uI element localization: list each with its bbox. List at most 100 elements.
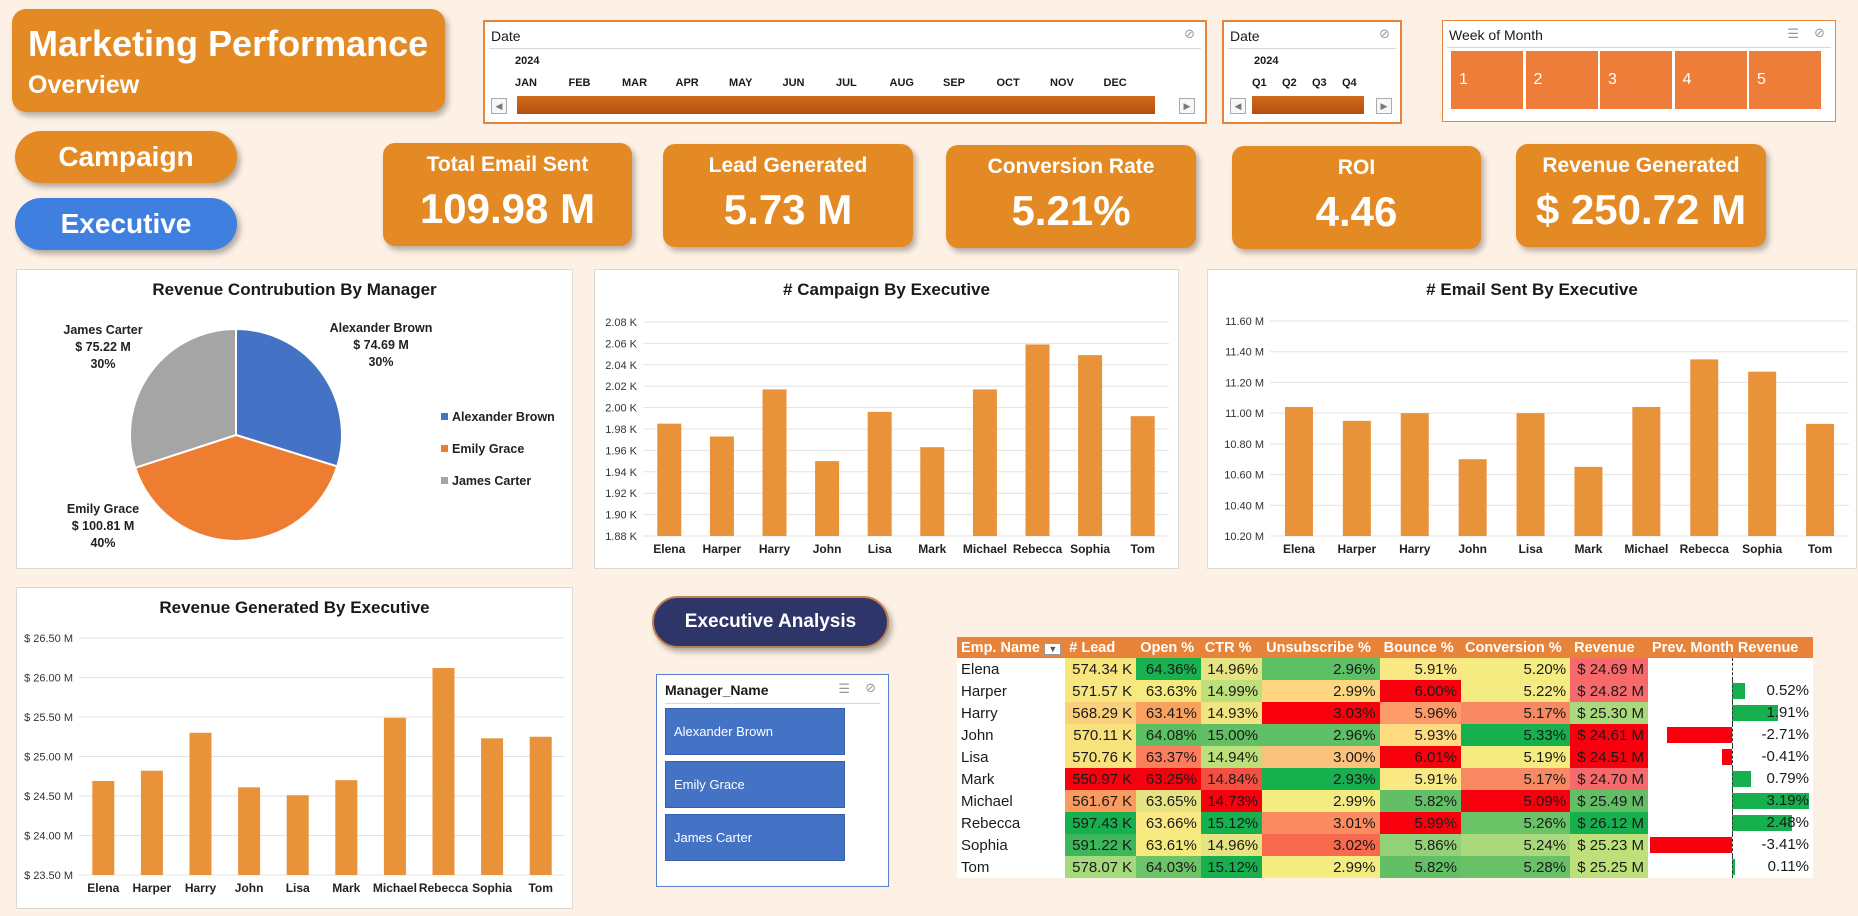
timeline-period[interactable]: Q3 xyxy=(1312,77,1327,89)
kpi-revenue-generated: Revenue Generated $ 250.72 M xyxy=(1516,144,1766,247)
axis-line xyxy=(1732,768,1733,790)
bar xyxy=(335,780,358,875)
metric-cell: $ 24.82 M xyxy=(1570,680,1648,702)
campaign-button[interactable]: Campaign xyxy=(15,131,237,183)
manager-item[interactable]: Alexander Brown xyxy=(665,708,845,755)
pie-data-label: Alexander Brown xyxy=(330,321,433,335)
timeline-period[interactable]: MAY xyxy=(729,77,753,89)
prev-month-revenue-cell: 2.48% xyxy=(1648,812,1813,834)
week-item[interactable]: 1 xyxy=(1451,51,1523,109)
table-row: Harry 568.29 K 63.41% 14.93% 3.03% 5.96% 5.17%… xyxy=(957,702,1813,724)
timeline-period[interactable]: OCT xyxy=(996,77,1020,89)
timeline-period[interactable]: SEP xyxy=(943,77,966,89)
metric-cell: 63.37% xyxy=(1136,746,1201,768)
bar xyxy=(140,770,163,875)
prev-month-revenue-cell: 0.52% xyxy=(1648,680,1813,702)
date-timeline-quarter[interactable]: Date ⊘ 2024 Q1 Q2 Q3 Q4 ◀ ▶ xyxy=(1222,20,1402,124)
week-item[interactable]: 5 xyxy=(1749,51,1821,109)
change-bar xyxy=(1732,771,1751,787)
bar xyxy=(1458,459,1487,536)
y-tick-label: 1.88 K xyxy=(605,531,637,543)
metric-cell: 14.84% xyxy=(1200,768,1263,790)
bar xyxy=(1632,407,1661,536)
metric-cell: 568.29 K xyxy=(1065,702,1137,724)
email-sent-by-executive-chart: 10.20 M 10.40 M 10.60 M 10.80 M 11.00 M 11.20… xyxy=(1224,316,1849,556)
emp-name-cell: Tom xyxy=(957,856,1066,878)
prev-month-revenue-cell: 1.91% xyxy=(1648,702,1813,724)
week-item[interactable]: 4 xyxy=(1674,51,1747,109)
table-row: Sophia 591.22 K 63.61% 14.96% 3.02% 5.86% 5.24… xyxy=(957,834,1813,856)
table-header: Open % xyxy=(1136,637,1201,658)
kpi-label: Revenue Generated xyxy=(1542,154,1740,177)
metric-cell: 5.86% xyxy=(1379,834,1461,856)
axis-line xyxy=(1732,702,1733,724)
scroll-right-icon[interactable]: ▶ xyxy=(1179,98,1195,114)
timeline-period[interactable]: MAR xyxy=(622,77,648,89)
y-tick-label: 2.06 K xyxy=(605,338,637,350)
table-header[interactable]: Emp. Name ▼ xyxy=(957,637,1066,658)
date-timeline-month[interactable]: Date ⊘ 2024 JAN FEB MAR APR MAY JUN JUL AUG SEP O… xyxy=(483,20,1207,124)
timeline-track[interactable] xyxy=(517,96,1155,114)
timeline-track[interactable] xyxy=(1252,96,1364,114)
y-tick-label: 11.40 M xyxy=(1225,347,1264,359)
scroll-right-icon[interactable]: ▶ xyxy=(1376,98,1392,114)
change-label: 3.19% xyxy=(1766,792,1809,809)
metric-cell: 2.99% xyxy=(1262,856,1380,878)
multi-select-icon[interactable]: ☰ xyxy=(1787,26,1799,41)
clear-filter-icon[interactable]: ⊘ xyxy=(865,680,876,695)
executive-button[interactable]: Executive xyxy=(15,198,237,250)
multi-select-icon[interactable]: ☰ xyxy=(838,681,850,696)
clear-filter-icon[interactable]: ⊘ xyxy=(1379,26,1390,41)
timeline-period[interactable]: JUL xyxy=(836,77,857,89)
y-tick-label: 10.20 M xyxy=(1224,531,1264,543)
timeline-period[interactable]: AUG xyxy=(889,77,914,89)
divider xyxy=(665,703,880,704)
timeline-period[interactable]: APR xyxy=(675,77,699,89)
table-header: Unsubscribe % xyxy=(1262,637,1380,658)
page-title: Marketing Performance xyxy=(28,23,429,64)
timeline-period[interactable]: Q1 xyxy=(1252,77,1267,89)
clear-filter-icon[interactable]: ⊘ xyxy=(1814,25,1825,40)
metric-cell: 570.11 K xyxy=(1065,724,1137,746)
manager-item[interactable]: Emily Grace xyxy=(665,761,845,808)
y-tick-label: 1.90 K xyxy=(605,510,637,522)
y-tick-label: 1.98 K xyxy=(605,424,637,436)
filter-dropdown-icon[interactable]: ▼ xyxy=(1044,642,1062,655)
change-label: 1.91% xyxy=(1766,704,1809,721)
timeline-period[interactable]: NOV xyxy=(1050,77,1074,89)
y-tick-label: $ 26.00 M xyxy=(24,673,73,685)
timeline-period[interactable]: FEB xyxy=(568,77,591,89)
x-tick-label: Lisa xyxy=(1519,542,1543,556)
x-tick-label: John xyxy=(1458,542,1487,556)
manager-item[interactable]: James Carter xyxy=(665,814,845,861)
y-tick-label: 11.00 M xyxy=(1225,408,1264,420)
timeline-period[interactable]: JAN xyxy=(515,77,538,89)
timeline-header: Date xyxy=(1230,28,1260,44)
week-item[interactable]: 2 xyxy=(1525,51,1598,109)
bar xyxy=(815,461,840,536)
pie-slice xyxy=(129,327,237,470)
table-row: Tom 578.07 K 64.03% 15.12% 2.99% 5.82% 5.28% $ … xyxy=(957,856,1813,878)
scroll-left-icon[interactable]: ◀ xyxy=(491,98,507,114)
scroll-left-icon[interactable]: ◀ xyxy=(1230,98,1246,114)
manager-name-slicer[interactable]: Manager_Name ☰ ⊘ Alexander Brown Emily Gr… xyxy=(656,674,889,887)
kpi-total-email-sent: Total Email Sent 109.98 M xyxy=(383,143,632,246)
emp-name-cell: Sophia xyxy=(957,834,1066,856)
change-label: -2.71% xyxy=(1761,726,1809,743)
metric-cell: 14.93% xyxy=(1200,702,1263,724)
x-tick-label: Michael xyxy=(963,542,1007,556)
metric-cell: 15.00% xyxy=(1200,724,1263,746)
timeline-period[interactable]: Q4 xyxy=(1342,77,1357,89)
week-item[interactable]: 3 xyxy=(1600,51,1672,109)
timeline-period[interactable]: Q2 xyxy=(1282,77,1297,89)
legend-marker xyxy=(441,477,448,484)
executive-analysis-button[interactable]: Executive Analysis xyxy=(652,596,889,648)
timeline-header: Date xyxy=(491,28,521,44)
bar xyxy=(529,736,552,875)
clear-filter-icon[interactable]: ⊘ xyxy=(1184,26,1195,41)
timeline-period[interactable]: JUN xyxy=(782,77,805,89)
timeline-period[interactable]: DEC xyxy=(1103,77,1127,89)
bar xyxy=(1284,407,1313,536)
metric-cell: 5.26% xyxy=(1461,812,1571,834)
